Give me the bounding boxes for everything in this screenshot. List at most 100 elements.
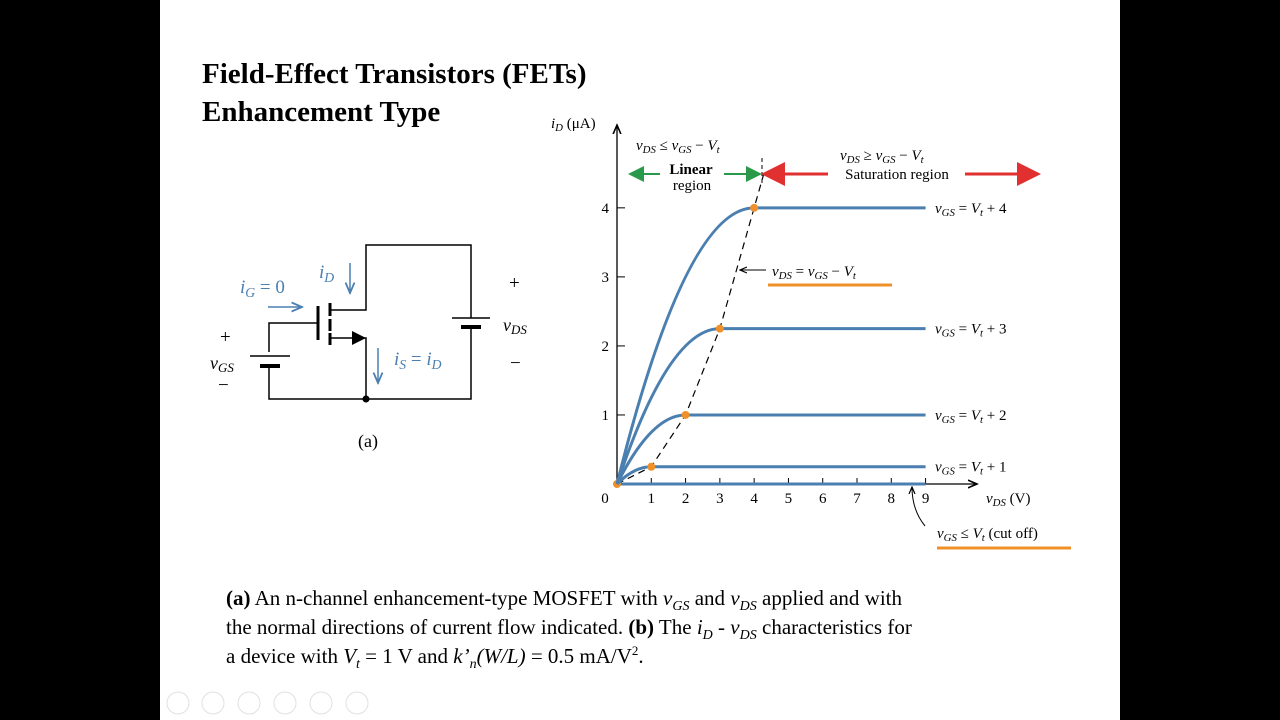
x-tick-label: 8 [888,491,896,507]
text-run: (V) [1006,491,1031,507]
linear-sub: region [673,178,712,194]
toolbar-button[interactable] [166,691,190,715]
text-run: (a) [226,586,251,610]
circuit-caption: (a) [358,431,378,452]
text-run: t [980,327,984,339]
text-run: v [986,491,993,507]
x-tick-label: 2 [682,491,690,507]
text-run: t [982,532,986,544]
text-run: D [702,628,713,643]
text-run: = 1 V and [359,644,454,668]
saturation-point [715,324,724,333]
curve-label: vGS ≤ Vt (cut off) [937,526,1038,544]
y-axis-label: iD (μA) [551,116,596,134]
curve [615,206,926,485]
x-tick-label: 3 [716,491,724,507]
vgs-minus: − [218,375,229,396]
text-run: (μA) [563,116,596,132]
text-run: i [394,349,399,370]
toolbar-button[interactable] [237,691,261,715]
text-run: - [712,615,731,639]
title: Enhancement Type [202,96,440,128]
curve-label: vGS = Vt + 4 [935,201,1007,219]
text-run: ≤ [656,138,672,154]
saturation-condition: vDS ≥ vGS − Vt [840,148,925,166]
text-run: a device with [226,644,344,668]
text-run: DS [992,497,1007,509]
text-run: i [696,615,703,639]
text-run: i [426,349,431,370]
y-tick-label: 1 [602,408,610,424]
text-run: v [935,322,942,338]
boundary [616,171,766,485]
text-run: = [955,408,971,424]
curve-label: vGS = Vt + 1 [935,460,1006,478]
text-run: = [955,322,971,338]
curve [615,465,926,486]
toolbar-button[interactable] [273,691,297,715]
text-run: DS [846,154,861,166]
text-run: v [840,148,847,164]
title: Field-Effect Transistors (FETs) [202,58,587,90]
curve-label: vGS = Vt + 2 [935,408,1006,426]
saturation-point [647,462,656,471]
text-run: v [210,353,218,373]
text-run: v [772,264,779,280]
vds-label: vDS [503,315,527,337]
text-run: = [955,460,971,476]
text-run: v [663,586,673,610]
text-run: An n-channel enhancement-type MOSFET wit… [250,586,664,610]
text-run: v [503,315,511,335]
text-run: = [406,349,426,370]
text-run: GS [942,327,956,339]
text-run: v [636,138,643,154]
text-run: GS [678,144,692,156]
text-run: D [554,122,563,134]
text-run: (cut off) [985,526,1038,542]
saturation-title: Saturation region [845,167,949,183]
text-run: t [980,465,984,477]
y-tick-label: 4 [602,201,610,217]
text-run: = 0 [255,277,285,298]
caption-line: the normal directions of current flow in… [226,613,912,643]
text-run: . [638,644,644,668]
text-run: n [469,657,477,672]
text-run: GS [672,599,690,614]
x-axis-label: vDS (V) [986,491,1030,509]
caption-line: (a) An n-channel enhancement-type MOSFET… [226,584,912,614]
text-run: = 0.5 mA/V [525,644,632,668]
text-run: + 2 [983,408,1006,424]
x-tick-label: 4 [750,491,758,507]
ig-label: iG = 0 [240,277,285,300]
text-run: v [730,586,740,610]
text-run: GS [942,414,956,426]
text-run: t [980,414,984,426]
text-run: v [937,526,944,542]
x-tick-label: 9 [922,491,930,507]
toolbar-button[interactable] [309,691,333,715]
text-run: V [707,138,718,154]
text-run: v [730,615,740,639]
text-run: i [240,277,245,298]
toolbar[interactable] [166,691,369,715]
caption-line: a device with Vt = 1 V and k’n(W/L) = 0.… [226,642,912,672]
text-run: GS [944,532,958,544]
text-run: + 4 [983,201,1007,217]
text-run: V [844,264,855,280]
text-run: t [980,207,984,219]
text-run: V [911,148,922,164]
toolbar-button[interactable] [201,691,225,715]
text-run: V [343,644,357,668]
curve [615,413,926,485]
text-run: i [551,116,555,132]
toolbar-button[interactable] [345,691,369,715]
slide [160,0,1120,720]
is-label: iS = iD [394,349,442,372]
text-run: GS [942,207,956,219]
cutoff-arrow [912,487,926,527]
text-run: V [973,526,984,542]
text-run: V [971,408,982,424]
text-run: t [356,657,360,672]
